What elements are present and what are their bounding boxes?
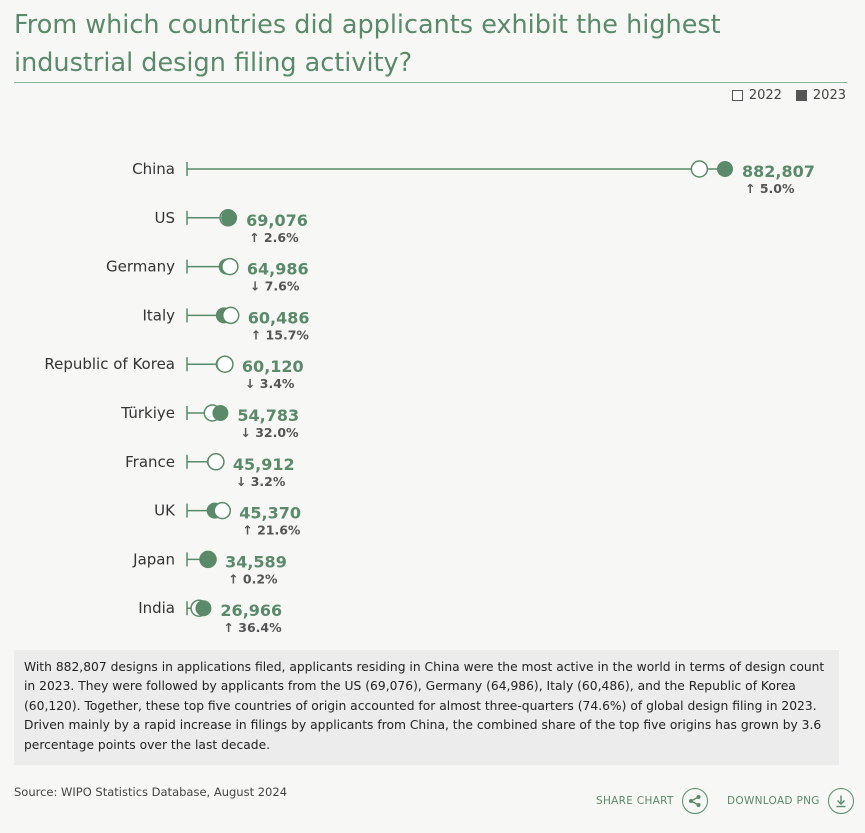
dot-2022: [690, 160, 709, 178]
category-label-us: US: [154, 209, 175, 227]
value-label: 26,966: [220, 601, 282, 620]
value-label: 54,783: [237, 406, 299, 425]
category-label-japan: Japan: [132, 550, 175, 568]
legend-label-2022: 2022: [748, 88, 782, 103]
change-label: ↑ 15.7%: [251, 327, 310, 342]
change-label: ↑ 5.0%: [745, 181, 795, 196]
dot-2022: [216, 355, 234, 373]
chart-summary: With 882,807 designs in applications fil…: [14, 650, 839, 766]
source-note: Source: WIPO Statistics Database, August…: [14, 785, 288, 799]
dot-2022: [207, 453, 225, 471]
dot-2023: [221, 209, 238, 226]
change-label: ↑ 2.6%: [249, 230, 299, 245]
value-label: 64,986: [247, 260, 309, 279]
change-label: ↓ 3.4%: [245, 376, 295, 391]
dot-2023: [212, 405, 229, 421]
legend-item-2022: 2022: [731, 88, 782, 103]
chart-title: From which countries did applicants exhi…: [14, 10, 721, 78]
change-label: ↓ 3.2%: [236, 474, 286, 489]
category-label-china: China: [132, 160, 175, 178]
value-label: 34,589: [225, 552, 287, 571]
dot-2022: [213, 501, 232, 520]
category-label-france: France: [125, 453, 175, 471]
change-label: ↑ 0.2%: [228, 571, 278, 586]
value-label: 69,076: [246, 211, 308, 230]
download-png-label: DOWNLOAD PNG: [727, 795, 820, 807]
legend: 2022 2023: [718, 88, 846, 103]
legend-item-2023: 2023: [795, 88, 846, 103]
category-label-republic-of-korea: Republic of Korea: [44, 355, 175, 373]
change-label: ↓ 32.0%: [240, 425, 299, 440]
value-label: 60,486: [248, 308, 310, 327]
value-label: 882,807: [742, 162, 815, 181]
dumbbell-chart: China 882,807↑ 5.0% US 69,076↑ 2.6% Germany 6…: [44, 160, 815, 635]
change-label: ↑ 21.6%: [242, 523, 301, 538]
share-chart-label: SHARE CHART: [596, 795, 674, 807]
dot-2023: [200, 551, 217, 568]
value-label: 45,912: [233, 455, 295, 474]
value-label: 60,120: [242, 357, 304, 376]
dot-2023: [717, 161, 733, 177]
legend-swatch-2022: [731, 90, 743, 101]
category-label-italy: Italy: [142, 306, 175, 324]
download-icon: [827, 788, 854, 814]
change-label: ↑ 36.4%: [223, 620, 282, 635]
share-icon: [681, 788, 708, 814]
dot-2022: [221, 257, 239, 276]
category-label-uk: UK: [154, 502, 176, 520]
share-chart-button[interactable]: SHARE CHART: [596, 788, 708, 814]
download-png-button[interactable]: DOWNLOAD PNG: [727, 788, 854, 814]
dot-2022: [221, 306, 240, 325]
title-divider: [14, 82, 847, 83]
category-label-t-rkiye: Türkiye: [120, 404, 175, 422]
legend-label-2023: 2023: [812, 88, 846, 103]
change-label: ↓ 7.6%: [250, 279, 300, 294]
legend-swatch-2023: [795, 90, 807, 101]
category-label-india: India: [138, 599, 175, 617]
dot-2023: [195, 600, 212, 617]
category-label-germany: Germany: [106, 258, 175, 276]
value-label: 45,370: [239, 504, 301, 523]
